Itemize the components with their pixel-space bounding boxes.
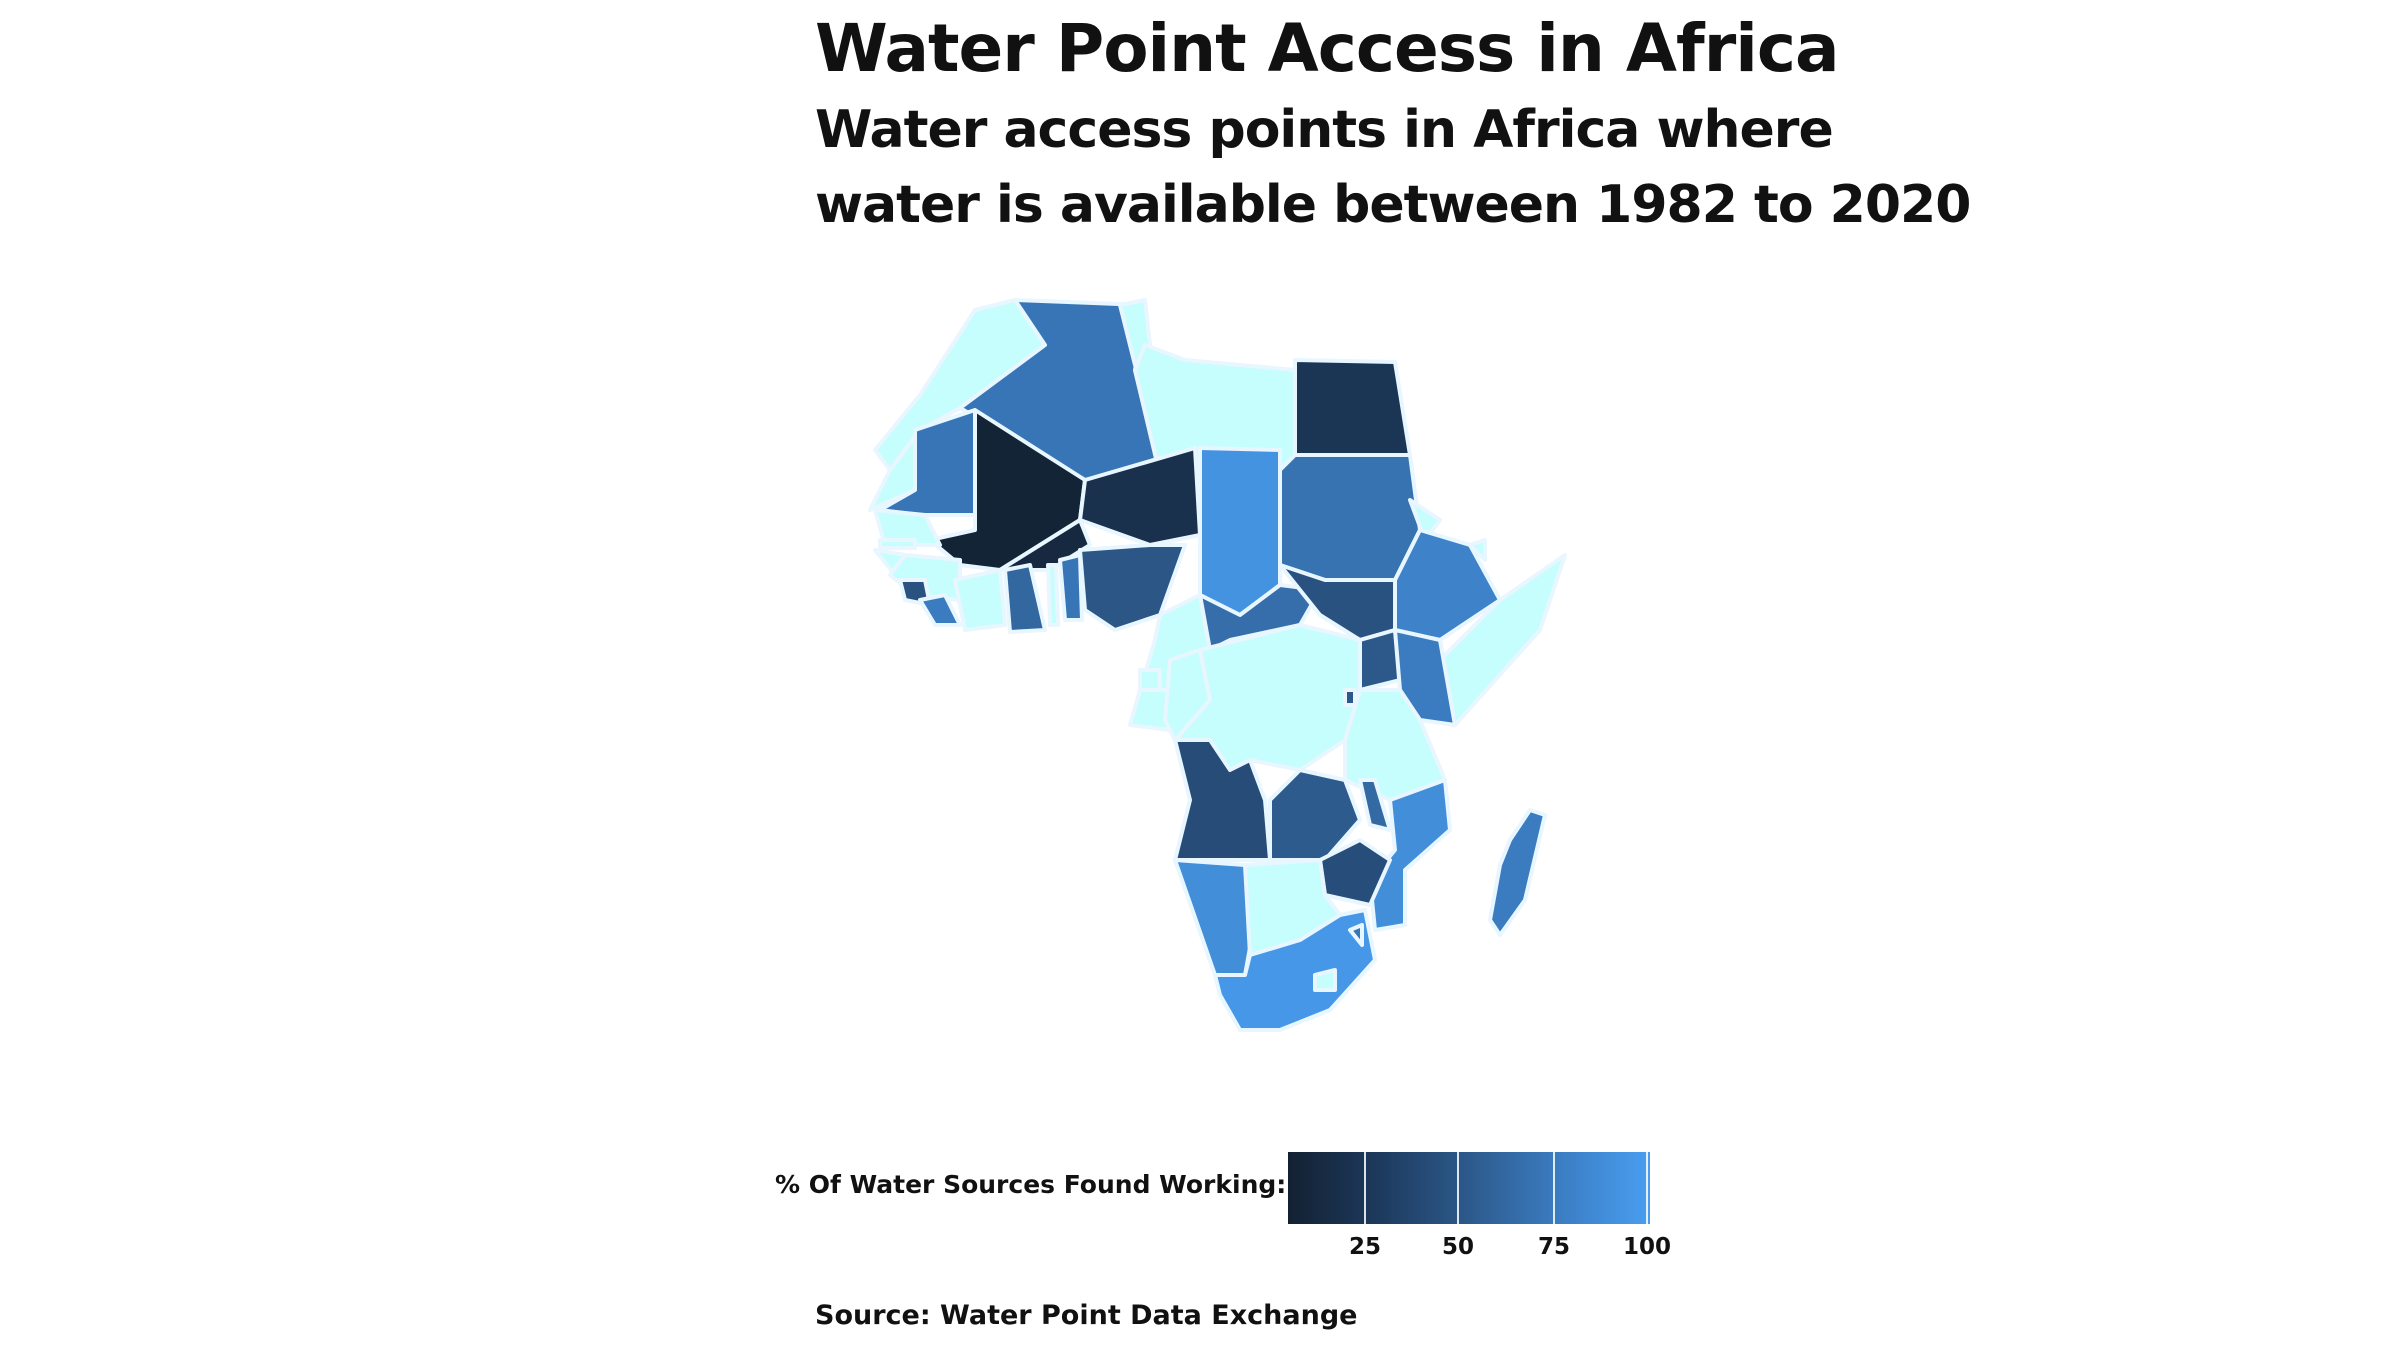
country-madagascar: [1488, 808, 1547, 937]
country-egypt: [1293, 358, 1412, 457]
country-sudan: [1278, 453, 1422, 582]
map-subtitle-line-2: water is available between 1982 to 2020: [815, 175, 1971, 235]
country-cote-d-ivoire: [953, 568, 1007, 632]
country-niger: [1078, 446, 1202, 547]
country-kenya: [1393, 628, 1457, 727]
country-angola: [1173, 738, 1272, 862]
country-zambia: [1268, 768, 1362, 862]
country-gambia: [878, 538, 917, 550]
country-dr-congo: [1173, 623, 1372, 772]
country-senegal: [873, 508, 942, 547]
country-south-africa: [1213, 908, 1377, 1032]
map-subtitle-line-1: Water access points in Africa where: [815, 100, 1834, 160]
legend-tick-label: 75: [1537, 1234, 1571, 1260]
legend-tick-label: 100: [1622, 1234, 1672, 1260]
country-malawi: [1358, 778, 1392, 832]
country-djibouti: [1468, 538, 1487, 562]
country-liberia: [918, 593, 962, 627]
legend-tick-mark: [1646, 1152, 1648, 1224]
country-eswatini: [1348, 923, 1364, 947]
country-somalia: [1438, 553, 1567, 727]
country-namibia: [1173, 858, 1257, 977]
source-caption: Source: Water Point Data Exchange: [815, 1300, 1358, 1331]
legend-colorbar: [1288, 1152, 1650, 1224]
legend-tick-label: 25: [1348, 1234, 1382, 1260]
country-equatorial-guinea: [1138, 668, 1162, 692]
map-title: Water Point Access in Africa: [815, 10, 1840, 87]
country-benin: [1058, 553, 1084, 622]
country-chad: [1198, 446, 1282, 617]
legend-title: % Of Water Sources Found Working:: [775, 1170, 1287, 1199]
legend-tick-label: 50: [1441, 1234, 1475, 1260]
country-ghana: [1003, 563, 1047, 634]
legend-tick-mark: [1553, 1152, 1555, 1224]
legend-tick-mark: [1364, 1152, 1366, 1224]
country-lesotho: [1313, 968, 1337, 992]
country-rwanda: [1343, 688, 1357, 707]
country-togo: [1046, 563, 1060, 627]
legend-tick-mark: [1457, 1152, 1459, 1224]
country-eritrea: [1408, 498, 1442, 542]
